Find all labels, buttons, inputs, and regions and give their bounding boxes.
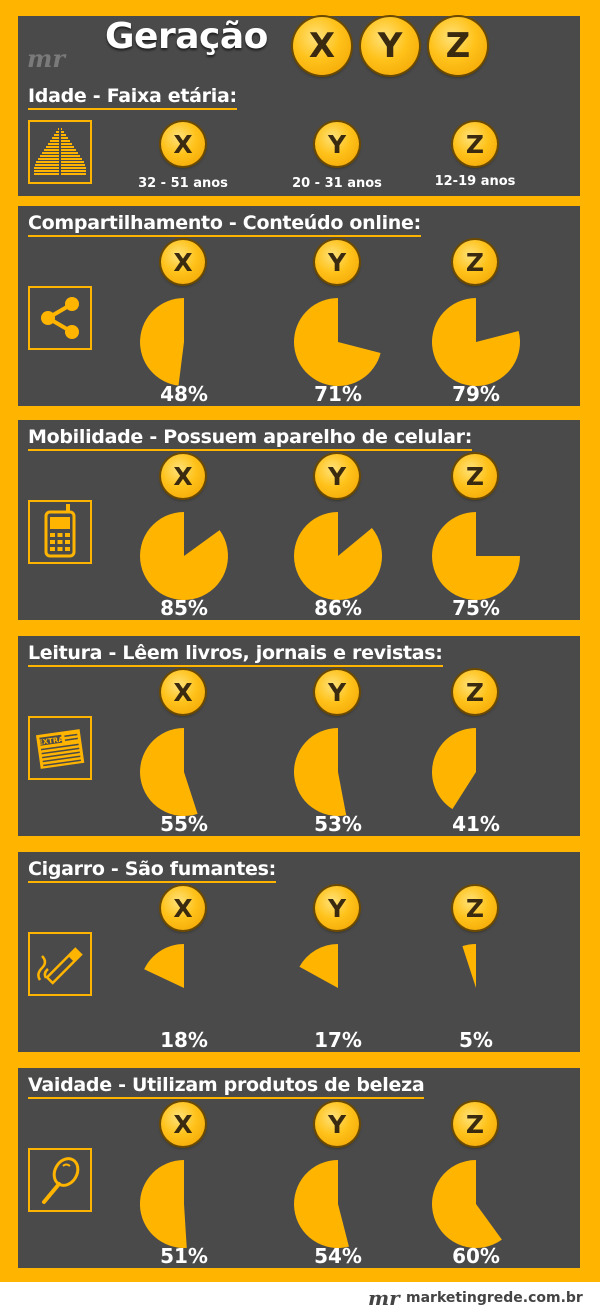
- section-title: Mobilidade - Possuem aparelho de celular…: [28, 426, 472, 451]
- title-badge-z: Z: [429, 17, 487, 75]
- smoking-pie-y: [299, 944, 338, 988]
- age-badge-x: X: [161, 122, 205, 166]
- age-section: Idade - Faixa etária: X Y Z 32 - 51 anos: [18, 80, 580, 196]
- section-sharing: Compartilhamento - Conteúdo online: X 48% Y…: [18, 206, 580, 406]
- newspaper-icon: EXTRA: [35, 729, 85, 769]
- reading-percent-y: 53%: [314, 812, 362, 836]
- section-vanity: Vaidade - Utilizam produtos de beleza X 51…: [18, 1068, 580, 1268]
- mobility-percent-z: 75%: [452, 596, 500, 620]
- title-badge-y: Y: [361, 17, 419, 75]
- reading-badge-x: X: [161, 670, 205, 714]
- footer-logo: mr: [368, 1286, 400, 1310]
- mobility-pie-slice-z: [432, 512, 520, 600]
- vanity-percent-y: 54%: [314, 1244, 362, 1268]
- mobility-badge-z: Z: [453, 454, 497, 498]
- section-title: Leitura - Lêem livros, jornais e revista…: [28, 642, 443, 667]
- sharing-percent-x: 48%: [160, 382, 208, 406]
- reading-badge-z: Z: [453, 670, 497, 714]
- sharing-pie-x: [140, 298, 184, 386]
- mobile-phone-icon: [44, 504, 76, 558]
- smoking-icon-box: [28, 932, 92, 996]
- vanity-badge-y: Y: [315, 1102, 359, 1146]
- sharing-percent-y: 71%: [314, 382, 362, 406]
- sharing-pie-z: [432, 298, 521, 386]
- mobility-percent-y: 86%: [314, 596, 362, 620]
- section-title: Idade - Faixa etária:: [28, 85, 237, 110]
- section-reading: Leitura - Lêem livros, jornais e revista…: [18, 636, 580, 836]
- page-title: Geração: [105, 16, 268, 57]
- smoking-percent-z: 5%: [459, 1028, 493, 1052]
- age-range-x: 32 - 51 anos: [138, 176, 228, 191]
- smoking-percent-y: 17%: [314, 1028, 362, 1052]
- reading-pie-slice-x: [140, 728, 198, 816]
- section-title: Compartilhamento - Conteúdo online:: [28, 212, 421, 237]
- smoking-badge-y: Y: [315, 886, 359, 930]
- age-range-y: 20 - 31 anos: [292, 176, 382, 191]
- sharing-badge-x: X: [161, 240, 205, 284]
- vanity-pie-slice-y: [294, 1160, 349, 1248]
- sharing-pie-slice-y: [294, 298, 381, 386]
- reading-percent-z: 41%: [452, 812, 500, 836]
- smoking-badge-z: Z: [453, 886, 497, 930]
- mobility-badge-x: X: [161, 454, 205, 498]
- sharing-pie-slice-z: [432, 298, 521, 386]
- vanity-pie-x: [139, 1160, 187, 1248]
- title-badge-x: X: [293, 17, 351, 75]
- reading-badge-y: Y: [315, 670, 359, 714]
- smoking-pie-slice-z: [462, 944, 476, 988]
- mobility-pie-slice-x: [140, 512, 229, 600]
- mobility-badge-y: Y: [315, 454, 359, 498]
- age-badge-z: Z: [453, 122, 497, 166]
- vanity-badge-z: Z: [453, 1102, 497, 1146]
- share-icon: [41, 297, 79, 339]
- reading-icon-box: EXTRA: [28, 716, 92, 780]
- section-smoking: Cigarro - São fumantes: X 18% Y 17% Z 5%: [18, 852, 580, 1052]
- vanity-pie-y: [294, 1160, 349, 1248]
- smoking-pie-slice-y: [299, 944, 338, 988]
- sharing-pie-slice-x: [140, 298, 184, 386]
- smoking-pie-x: [144, 944, 184, 988]
- reading-pie-x: [140, 728, 198, 816]
- vanity-percent-z: 60%: [452, 1244, 500, 1268]
- reading-pie-slice-z: [431, 728, 476, 810]
- smoking-badge-x: X: [161, 886, 205, 930]
- mobility-percent-x: 85%: [160, 596, 208, 620]
- mobility-pie-slice-y: [294, 512, 383, 600]
- sharing-badge-z: Z: [453, 240, 497, 284]
- smoking-pie-z: [462, 944, 476, 988]
- newspaper-icon-text: EXTRA: [38, 735, 65, 747]
- cigarette-icon: [37, 947, 83, 985]
- mobility-pie-z: [432, 512, 520, 600]
- smoking-pie-slice-x: [144, 944, 184, 988]
- section-title: Cigarro - São fumantes:: [28, 858, 276, 883]
- vanity-icon-box: [28, 1148, 92, 1212]
- section-mobility: Mobilidade - Possuem aparelho de celular…: [18, 420, 580, 620]
- population-pyramid-icon: [34, 128, 86, 176]
- sharing-percent-z: 79%: [452, 382, 500, 406]
- infographic-frame: mr Geração X Y Z Idade - Faixa etária:: [0, 0, 600, 1282]
- reading-pie-z: [431, 728, 476, 810]
- hand-mirror-icon: [42, 1157, 80, 1204]
- vanity-pie-slice-z: [432, 1160, 502, 1248]
- smoking-percent-x: 18%: [160, 1028, 208, 1052]
- age-badge-y: Y: [315, 122, 359, 166]
- reading-pie-slice-y: [293, 728, 347, 816]
- section-title: Vaidade - Utilizam produtos de beleza: [28, 1074, 425, 1099]
- vanity-pie-z: [432, 1160, 502, 1248]
- header-logo: mr: [27, 44, 66, 73]
- mobility-pie-x: [140, 512, 229, 600]
- vanity-percent-x: 51%: [160, 1244, 208, 1268]
- sharing-badge-y: Y: [315, 240, 359, 284]
- mobility-pie-y: [294, 512, 383, 600]
- vanity-pie-slice-x: [139, 1160, 187, 1248]
- reading-pie-y: [293, 728, 347, 816]
- age-icon-box: [28, 120, 92, 184]
- reading-percent-x: 55%: [160, 812, 208, 836]
- age-range-z: 12-19 anos: [434, 174, 516, 189]
- vanity-badge-x: X: [161, 1102, 205, 1146]
- sharing-pie-y: [294, 298, 381, 386]
- footer-url: marketingrede.com.br: [406, 1290, 583, 1306]
- mobility-icon-box: [28, 500, 92, 564]
- sharing-icon-box: [28, 286, 92, 350]
